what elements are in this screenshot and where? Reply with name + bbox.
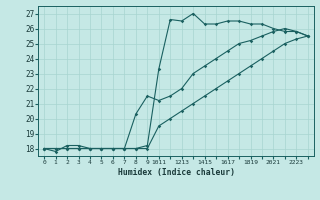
X-axis label: Humidex (Indice chaleur): Humidex (Indice chaleur) (117, 168, 235, 177)
